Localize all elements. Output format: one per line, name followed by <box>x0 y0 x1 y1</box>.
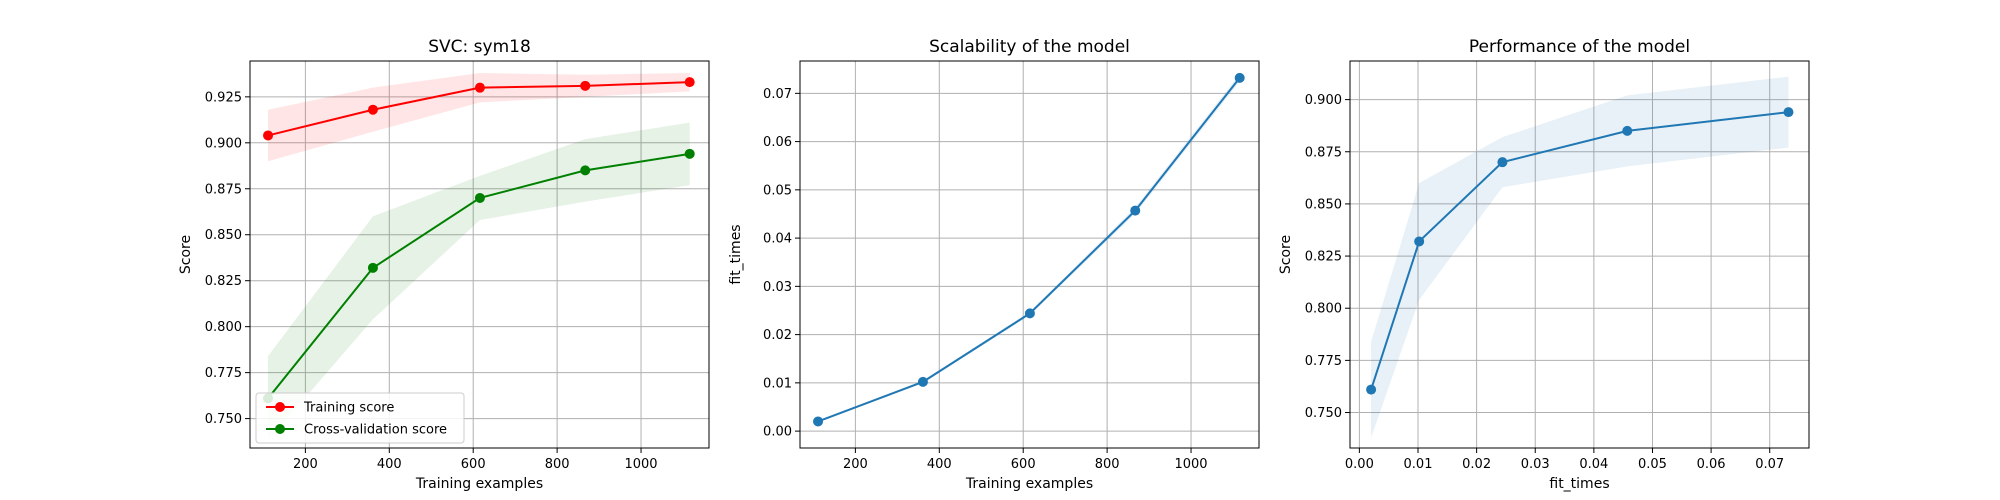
data-point <box>917 376 928 387</box>
y-tick-label: 0.750 <box>205 412 242 427</box>
data-point <box>1024 308 1035 319</box>
chart-title: Performance of the model <box>1469 37 1690 57</box>
y-tick-label: 0.00 <box>763 425 792 440</box>
data-point <box>474 82 485 93</box>
y-tick-label: 0.01 <box>763 376 792 391</box>
x-tick-label: 200 <box>843 457 868 472</box>
x-tick-label: 0.07 <box>1755 457 1784 472</box>
data-point <box>367 104 378 115</box>
y-tick-label: 0.900 <box>205 136 242 151</box>
data-point <box>1497 157 1508 168</box>
x-tick-label: 800 <box>545 457 570 472</box>
y-tick-label: 0.750 <box>1305 406 1342 421</box>
data-point <box>474 192 485 203</box>
y-tick-label: 0.825 <box>205 274 242 289</box>
x-tick-label: 0.06 <box>1697 457 1726 472</box>
chart-title: Scalability of the model <box>929 37 1130 57</box>
y-tick-label: 0.02 <box>763 328 792 343</box>
x-tick-label: 600 <box>461 457 486 472</box>
data-point <box>263 130 274 141</box>
chart-panel-1: 200 400 600 800 1000 0.750 0.775 0.800 0.825 0.85… <box>178 37 710 492</box>
y-tick-label: 0.825 <box>1305 250 1342 265</box>
y-tick-label: 0.875 <box>205 182 242 197</box>
x-tick-label: 0.00 <box>1345 457 1374 472</box>
x-tick-label: 0.02 <box>1462 457 1491 472</box>
data-point <box>684 148 695 159</box>
data-point <box>684 77 695 88</box>
x-tick-label: 600 <box>1011 457 1036 472</box>
x-tick-label: 400 <box>377 457 402 472</box>
legend-item: Training score <box>266 401 394 416</box>
confidence-band <box>818 74 1240 422</box>
series-1 <box>813 72 1245 427</box>
data-point <box>1622 125 1633 136</box>
chart-title: SVC: sym18 <box>428 37 531 57</box>
legend: Training score Cross-validation score <box>255 392 465 444</box>
x-tick-label: 800 <box>1095 457 1120 472</box>
legend-label: Cross-validation score <box>304 423 447 438</box>
grid <box>800 61 1259 448</box>
y-tick-label: 0.875 <box>1305 145 1342 160</box>
y-tick-label: 0.775 <box>1305 354 1342 369</box>
x-tick-label: 0.04 <box>1579 457 1608 472</box>
y-tick-label: 0.05 <box>763 183 792 198</box>
series-1 <box>263 72 695 162</box>
chart-panel-3: 0.00 0.01 0.02 0.03 0.04 0.05 0.06 0.07 0.750 0.7… <box>1278 37 1810 492</box>
confidence-band <box>1371 76 1789 438</box>
axes-frame <box>799 60 1260 449</box>
data-point <box>1130 205 1141 216</box>
legend-item: Cross-validation score <box>266 423 447 438</box>
legend-box <box>255 392 465 444</box>
x-tick-label: 0.01 <box>1404 457 1433 472</box>
confidence-band <box>268 72 690 162</box>
y-tick-label: 0.850 <box>205 228 242 243</box>
legend-label: Training score <box>303 401 394 416</box>
x-axis-label: fit_times <box>1549 476 1609 492</box>
data-point <box>1366 384 1377 395</box>
y-tick-label: 0.925 <box>205 90 242 105</box>
series-line <box>817 77 1241 423</box>
confidence-band <box>268 122 690 441</box>
x-tick-label: 1000 <box>1174 457 1207 472</box>
y-axis-label: fit_times <box>728 224 744 284</box>
chart-panel-2: 200 400 600 800 1000 0.00 0.01 0.02 0.03 0.04 0.05… <box>728 37 1260 492</box>
y-tick-label: 0.900 <box>1305 93 1342 108</box>
grid <box>1350 61 1809 448</box>
series-2 <box>263 122 695 441</box>
x-tick-label: 0.05 <box>1638 457 1667 472</box>
data-point <box>580 165 591 176</box>
y-tick-label: 0.775 <box>205 366 242 381</box>
data-point <box>1414 236 1425 247</box>
y-axis-label: Score <box>1278 235 1294 274</box>
axes-frame <box>1349 60 1810 449</box>
y-tick-label: 0.850 <box>1305 197 1342 212</box>
legend-marker <box>275 402 285 412</box>
x-tick-label: 200 <box>293 457 318 472</box>
data-point <box>1783 107 1794 118</box>
y-tick-label: 0.04 <box>763 232 792 247</box>
data-point <box>1234 72 1245 83</box>
legend-marker <box>275 424 285 434</box>
data-point <box>367 262 378 273</box>
y-tick-label: 0.03 <box>763 280 792 295</box>
y-tick-label: 0.800 <box>205 320 242 335</box>
y-tick-label: 0.06 <box>763 135 792 150</box>
y-axis-label: Score <box>178 235 194 274</box>
y-tick-label: 0.800 <box>1305 302 1342 317</box>
x-tick-label: 400 <box>927 457 952 472</box>
x-tick-label: 0.03 <box>1521 457 1550 472</box>
axes-frame <box>249 60 710 449</box>
x-axis-label: Training examples <box>965 476 1093 492</box>
y-tick-label: 0.07 <box>763 87 792 102</box>
x-axis-label: Training examples <box>415 476 543 492</box>
data-point <box>580 80 591 91</box>
data-point <box>813 416 824 427</box>
series-1 <box>1366 76 1794 438</box>
x-tick-label: 1000 <box>624 457 657 472</box>
